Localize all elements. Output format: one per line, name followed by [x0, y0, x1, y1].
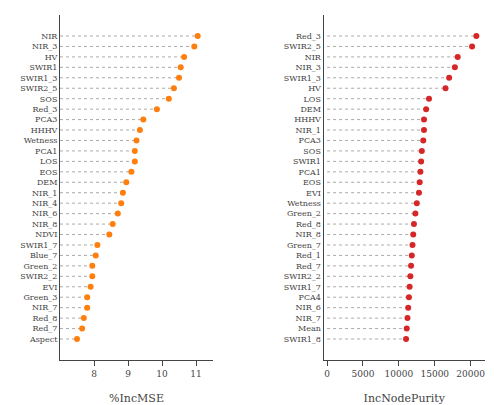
svg-text:PCA1: PCA1 — [35, 147, 57, 156]
svg-text:Red_3: Red_3 — [296, 32, 321, 41]
svg-text:NIR_7: NIR_7 — [32, 303, 57, 312]
svg-text:Red_8: Red_8 — [32, 314, 57, 323]
svg-text:0: 0 — [324, 369, 330, 379]
svg-text:8: 8 — [91, 369, 97, 379]
svg-text:EVI: EVI — [306, 189, 321, 198]
svg-text:SWIR2_5: SWIR2_5 — [20, 84, 57, 93]
svg-text:10000: 10000 — [385, 369, 414, 379]
svg-text:Red_1: Red_1 — [296, 251, 321, 260]
svg-text:PCA4: PCA4 — [299, 293, 321, 302]
svg-text:Green_7: Green_7 — [287, 241, 321, 250]
svg-text:Red_7: Red_7 — [32, 324, 57, 333]
svg-text:9: 9 — [125, 369, 131, 379]
svg-text:NIR_6: NIR_6 — [32, 209, 57, 218]
svg-text:Red_3: Red_3 — [32, 105, 57, 114]
svg-text:NIR_8: NIR_8 — [32, 220, 57, 229]
svg-text:Blue_7: Blue_7 — [30, 251, 57, 260]
svg-text:SWIR2_2: SWIR2_2 — [20, 272, 57, 281]
svg-text:NIR_4: NIR_4 — [32, 199, 57, 208]
svg-text:SWIR1_3: SWIR1_3 — [284, 74, 321, 83]
svg-text:NIR_7: NIR_7 — [296, 314, 321, 323]
svg-text:20000: 20000 — [456, 369, 485, 379]
svg-text:HHHV: HHHV — [31, 126, 58, 135]
svg-text:Wetness: Wetness — [24, 136, 58, 145]
svg-text:DEM: DEM — [300, 105, 320, 114]
svg-text:LOS: LOS — [304, 94, 321, 103]
svg-text:Green_2: Green_2 — [287, 209, 321, 218]
svg-text:NIR_3: NIR_3 — [296, 63, 321, 72]
svg-text:IncNodePurity: IncNodePurity — [364, 392, 446, 405]
svg-text:LOS: LOS — [40, 157, 57, 166]
svg-text:%IncMSE: %IncMSE — [109, 392, 164, 405]
svg-text:HV: HV — [308, 84, 321, 93]
svg-text:Mean: Mean — [298, 324, 321, 333]
svg-text:Wetness: Wetness — [287, 199, 321, 208]
svg-text:SWIR1: SWIR1 — [29, 63, 57, 72]
svg-text:SOS: SOS — [40, 94, 58, 103]
svg-text:Aspect: Aspect — [29, 335, 58, 344]
svg-text:SOS: SOS — [303, 147, 321, 156]
svg-text:SWIR1_3: SWIR1_3 — [20, 74, 57, 83]
svg-text:PCA3: PCA3 — [299, 136, 321, 145]
svg-text:SWIR1_7: SWIR1_7 — [20, 241, 57, 250]
svg-text:11: 11 — [190, 369, 201, 379]
svg-text:NIR: NIR — [41, 32, 58, 41]
svg-text:10: 10 — [156, 369, 168, 379]
svg-text:EOS: EOS — [40, 168, 58, 177]
svg-text:SWIR1_8: SWIR1_8 — [284, 335, 321, 344]
svg-text:NIR: NIR — [305, 53, 322, 62]
svg-text:SWIR1_7: SWIR1_7 — [284, 283, 321, 292]
svg-text:SWIR1: SWIR1 — [293, 157, 321, 166]
svg-text:DEM: DEM — [37, 178, 57, 187]
svg-text:SWIR2_5: SWIR2_5 — [284, 42, 321, 51]
svg-text:SWIR2_2: SWIR2_2 — [284, 272, 321, 281]
svg-text:15000: 15000 — [420, 369, 449, 379]
svg-text:NIR_3: NIR_3 — [32, 42, 57, 51]
svg-text:NIR_1: NIR_1 — [296, 126, 321, 135]
svg-text:Green_3: Green_3 — [23, 293, 57, 302]
svg-text:NIR_8: NIR_8 — [296, 230, 321, 239]
svg-text:EVI: EVI — [43, 283, 58, 292]
svg-text:PCA3: PCA3 — [35, 115, 57, 124]
svg-text:Red_7: Red_7 — [296, 262, 321, 271]
svg-text:NDVI: NDVI — [35, 230, 57, 239]
svg-text:HV: HV — [45, 53, 58, 62]
svg-text:Red_8: Red_8 — [296, 220, 321, 229]
svg-text:HHHV: HHHV — [294, 115, 321, 124]
svg-text:EOS: EOS — [303, 178, 321, 187]
svg-text:PCA1: PCA1 — [299, 168, 321, 177]
svg-text:Green_2: Green_2 — [23, 262, 57, 271]
svg-text:NIR_6: NIR_6 — [296, 303, 321, 312]
svg-text:5000: 5000 — [352, 369, 375, 379]
svg-text:NIR_1: NIR_1 — [32, 189, 57, 198]
